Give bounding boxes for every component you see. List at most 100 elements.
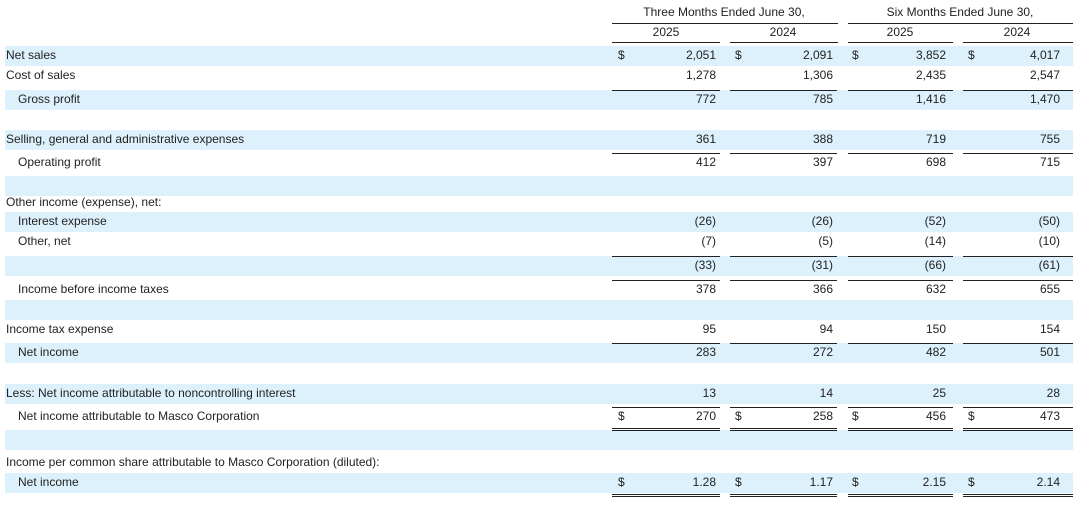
cell-value: 1.28 [693, 475, 717, 489]
currency-symbol: $ [735, 475, 742, 489]
row-shading [5, 300, 1073, 320]
cell-value: (10) [1039, 234, 1060, 248]
cell-value: (26) [812, 214, 833, 228]
cell-value: 283 [696, 345, 716, 359]
row-label: Net income attributable to Masco Corpora… [18, 409, 259, 423]
cell-value: (26) [695, 214, 716, 228]
currency-symbol: $ [852, 409, 859, 423]
cell-value: 1,470 [1030, 92, 1060, 106]
row-shading [5, 46, 1073, 66]
currency-symbol: $ [968, 48, 975, 62]
cell-value: 95 [703, 322, 717, 336]
cell-value: 1,306 [803, 68, 833, 82]
cell-value: 28 [1047, 386, 1061, 400]
cell-value: 2.15 [923, 475, 947, 489]
cell-value: 154 [1040, 322, 1060, 336]
row-shading [5, 176, 1073, 196]
cell-value: 397 [813, 155, 833, 169]
cell-value: 13 [703, 386, 717, 400]
cell-value: 2,435 [916, 68, 946, 82]
currency-symbol: $ [852, 475, 859, 489]
year-header: 2025 [653, 25, 680, 39]
row-shading [5, 430, 1073, 450]
cell-value: 698 [926, 155, 946, 169]
cell-value: 388 [813, 132, 833, 146]
row-label: Other income (expense), net: [6, 195, 161, 209]
cell-value: 4,017 [1030, 48, 1060, 62]
cell-value: (31) [812, 258, 833, 272]
cell-value: 2,051 [686, 48, 716, 62]
row-label: Net sales [6, 48, 56, 62]
currency-symbol: $ [852, 48, 859, 62]
cell-value: 719 [926, 132, 946, 146]
cell-value: (50) [1039, 214, 1060, 228]
row-shading [5, 90, 1073, 110]
currency-symbol: $ [735, 409, 742, 423]
row-label: Gross profit [18, 92, 81, 106]
cell-value: 412 [696, 155, 716, 169]
currency-symbol: $ [968, 475, 975, 489]
cell-value: 2,547 [1030, 68, 1060, 82]
row-label: Operating profit [18, 155, 101, 169]
year-header: 2025 [887, 25, 914, 39]
row-shading [5, 384, 1073, 404]
cell-value: 632 [926, 282, 946, 296]
currency-symbol: $ [618, 409, 625, 423]
row-label: Other, net [18, 234, 71, 248]
cell-value: 1.17 [810, 475, 834, 489]
row-label: Less: Net income attributable to noncont… [6, 386, 296, 400]
row-label: Net income [18, 475, 79, 489]
row-label: Income before income taxes [18, 282, 169, 296]
cell-value: 501 [1040, 345, 1060, 359]
row-label: Income per common share attributable to … [6, 455, 380, 469]
cell-value: 482 [926, 345, 946, 359]
cell-value: 14 [820, 386, 834, 400]
year-header: 2024 [770, 25, 797, 39]
row-label: Selling, general and administrative expe… [6, 132, 244, 146]
currency-symbol: $ [968, 409, 975, 423]
cell-value: 270 [696, 409, 716, 423]
cell-value: (52) [925, 214, 946, 228]
cell-value: 258 [813, 409, 833, 423]
cell-value: 473 [1040, 409, 1060, 423]
cell-value: 715 [1040, 155, 1060, 169]
cell-value: (14) [925, 234, 946, 248]
cell-value: 755 [1040, 132, 1060, 146]
cell-value: (7) [701, 234, 716, 248]
cell-value: 3,852 [916, 48, 946, 62]
cell-value: 2.14 [1037, 475, 1061, 489]
cell-value: (5) [818, 234, 833, 248]
row-label: Income tax expense [6, 322, 114, 336]
cell-value: (33) [695, 258, 716, 272]
year-header: 2024 [1004, 25, 1031, 39]
cell-value: 655 [1040, 282, 1060, 296]
cell-value: 1,278 [686, 68, 716, 82]
cell-value: 94 [820, 322, 834, 336]
cell-value: 785 [813, 92, 833, 106]
period-header: Six Months Ended June 30, [887, 5, 1034, 19]
cell-value: 378 [696, 282, 716, 296]
currency-symbol: $ [735, 48, 742, 62]
cell-value: 272 [813, 345, 833, 359]
cell-value: 2,091 [803, 48, 833, 62]
cell-value: 150 [926, 322, 946, 336]
cell-value: (61) [1039, 258, 1060, 272]
cell-value: 361 [696, 132, 716, 146]
row-shading [5, 212, 1073, 232]
cell-value: 366 [813, 282, 833, 296]
row-shading [5, 130, 1073, 150]
currency-symbol: $ [618, 475, 625, 489]
cell-value: 25 [933, 386, 947, 400]
cell-value: (66) [925, 258, 946, 272]
cell-value: 772 [696, 92, 716, 106]
row-shading [5, 473, 1073, 493]
row-shading [5, 343, 1073, 363]
cell-value: 456 [926, 409, 946, 423]
period-header: Three Months Ended June 30, [643, 5, 804, 19]
currency-symbol: $ [618, 48, 625, 62]
row-shading [5, 256, 1073, 276]
cell-value: 1,416 [916, 92, 946, 106]
row-label: Interest expense [18, 214, 107, 228]
row-label: Net income [18, 345, 79, 359]
